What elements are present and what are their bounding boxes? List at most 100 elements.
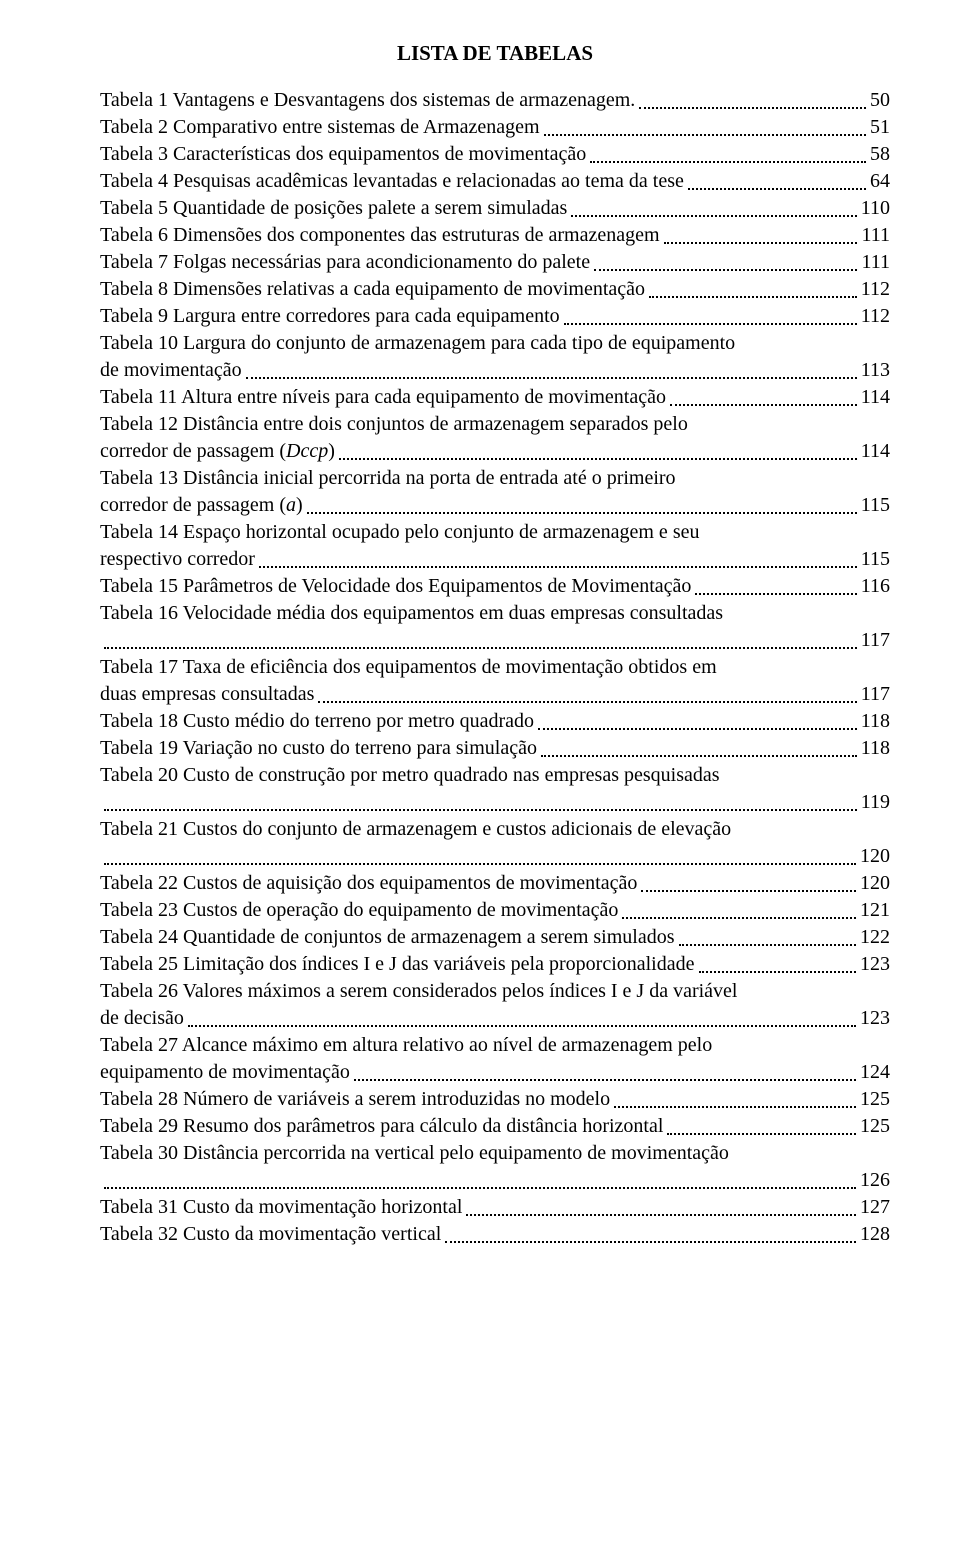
- toc-entry-label: de movimentação: [100, 358, 242, 383]
- toc-leader-dots: [688, 170, 866, 190]
- toc-entry-page: 117: [861, 628, 890, 653]
- toc-entry: Tabela 13 Distância inicial percorrida n…: [100, 466, 890, 491]
- toc-leader-dots: [649, 278, 857, 298]
- toc-entry-page: 123: [860, 952, 890, 977]
- toc-entry-label: Tabela 3 Características dos equipamento…: [100, 142, 586, 167]
- toc-leader-dots: [670, 386, 857, 406]
- toc-entry: Tabela 19 Variação no custo do terreno p…: [100, 736, 890, 761]
- toc-entry: Tabela 5 Quantidade de posições palete a…: [100, 196, 890, 221]
- toc-entry: Tabela 32 Custo da movimentação vertical…: [100, 1222, 890, 1247]
- toc-entry-label: Tabela 27 Alcance máximo em altura relat…: [100, 1033, 712, 1058]
- toc-entry: Tabela 30 Distância percorrida na vertic…: [100, 1141, 890, 1166]
- toc-entry: Tabela 22 Custos de aquisição dos equipa…: [100, 871, 890, 896]
- toc-entry-label: equipamento de movimentação: [100, 1060, 350, 1085]
- toc-entry-label: Tabela 1 Vantagens e Desvantagens dos si…: [100, 88, 635, 113]
- toc-entry: Tabela 3 Características dos equipamento…: [100, 142, 890, 167]
- toc-leader-dots: [667, 1115, 856, 1135]
- toc-entry-label: Tabela 24 Quantidade de conjuntos de arm…: [100, 925, 675, 950]
- page-title: LISTA DE TABELAS: [100, 40, 890, 66]
- toc-leader-dots: [318, 683, 856, 703]
- toc-entry-page: 112: [861, 277, 890, 302]
- toc-entry-page: 126: [860, 1168, 890, 1193]
- toc-entry-page: 111: [861, 223, 890, 248]
- toc-leader-dots: [466, 1196, 856, 1216]
- toc-entry-label: Tabela 23 Custos de operação do equipame…: [100, 898, 618, 923]
- toc-entry-label: Tabela 12 Distância entre dois conjuntos…: [100, 412, 688, 437]
- toc-entry-page: 51: [870, 115, 890, 140]
- toc-entry-label: Tabela 22 Custos de aquisição dos equipa…: [100, 871, 637, 896]
- toc-entry-page: 115: [861, 547, 890, 572]
- toc-leader-dots: [571, 197, 856, 217]
- toc-entry: Tabela 29 Resumo dos parâmetros para cál…: [100, 1114, 890, 1139]
- toc-entry: 126: [100, 1168, 890, 1193]
- toc-leader-dots: [590, 143, 866, 163]
- toc-entry-page: 112: [861, 304, 890, 329]
- document-page: LISTA DE TABELAS Tabela 1 Vantagens e De…: [0, 0, 960, 1309]
- toc-entry-page: 116: [861, 574, 890, 599]
- toc-entry-label: Tabela 20 Custo de construção por metro …: [100, 763, 720, 788]
- toc-leader-dots: [104, 1169, 856, 1189]
- toc-entry: Tabela 20 Custo de construção por metro …: [100, 763, 890, 788]
- toc-entry-page: 114: [861, 439, 890, 464]
- toc-entry-page: 124: [860, 1060, 890, 1085]
- toc-entry-page: 50: [870, 88, 890, 113]
- toc-entry: Tabela 8 Dimensões relativas a cada equi…: [100, 277, 890, 302]
- toc-entry-label: Tabela 28 Número de variáveis a serem in…: [100, 1087, 610, 1112]
- toc-entry: de movimentação 113: [100, 358, 890, 383]
- toc-entry-label: Tabela 13 Distância inicial percorrida n…: [100, 466, 676, 491]
- toc-entry-page: 58: [870, 142, 890, 167]
- toc-entry: Tabela 15 Parâmetros de Velocidade dos E…: [100, 574, 890, 599]
- table-of-contents: Tabela 1 Vantagens e Desvantagens dos si…: [100, 88, 890, 1247]
- toc-entry: Tabela 23 Custos de operação do equipame…: [100, 898, 890, 923]
- toc-entry-label: Tabela 9 Largura entre corredores para c…: [100, 304, 560, 329]
- toc-entry: Tabela 21 Custos do conjunto de armazena…: [100, 817, 890, 842]
- toc-entry-label: Tabela 5 Quantidade de posições palete a…: [100, 196, 567, 221]
- toc-entry-page: 64: [870, 169, 890, 194]
- toc-entry-page: 117: [861, 682, 890, 707]
- toc-leader-dots: [339, 440, 857, 460]
- toc-entry: Tabela 10 Largura do conjunto de armazen…: [100, 331, 890, 356]
- toc-entry-label: corredor de passagem (Dccp): [100, 439, 335, 464]
- toc-leader-dots: [188, 1007, 856, 1027]
- toc-leader-dots: [307, 494, 857, 514]
- toc-entry: respectivo corredor115: [100, 547, 890, 572]
- toc-entry-page: 113: [861, 358, 890, 383]
- toc-entry-label: corredor de passagem (a): [100, 493, 303, 518]
- toc-entry-label: Tabela 17 Taxa de eficiência dos equipam…: [100, 655, 717, 680]
- toc-leader-dots: [354, 1061, 856, 1081]
- toc-leader-dots: [104, 629, 857, 649]
- toc-leader-dots: [699, 953, 857, 973]
- toc-entry-label: Tabela 14 Espaço horizontal ocupado pelo…: [100, 520, 699, 545]
- toc-leader-dots: [104, 845, 856, 865]
- toc-entry-page: 111: [861, 250, 890, 275]
- toc-entry-label: Tabela 7 Folgas necessárias para acondic…: [100, 250, 590, 275]
- toc-entry-label: Tabela 30 Distância percorrida na vertic…: [100, 1141, 729, 1166]
- toc-entry-page: 119: [861, 790, 890, 815]
- toc-entry-label: Tabela 4 Pesquisas acadêmicas levantadas…: [100, 169, 684, 194]
- toc-entry-label: Tabela 16 Velocidade média dos equipamen…: [100, 601, 723, 626]
- toc-leader-dots: [541, 737, 857, 757]
- toc-entry: 117: [100, 628, 890, 653]
- toc-entry-label: de decisão: [100, 1006, 184, 1031]
- toc-entry: Tabela 6 Dimensões dos componentes das e…: [100, 223, 890, 248]
- toc-entry-label: Tabela 6 Dimensões dos componentes das e…: [100, 223, 660, 248]
- toc-entry: 119: [100, 790, 890, 815]
- toc-entry-label: Tabela 29 Resumo dos parâmetros para cál…: [100, 1114, 663, 1139]
- toc-entry: Tabela 9 Largura entre corredores para c…: [100, 304, 890, 329]
- toc-entry: Tabela 28 Número de variáveis a serem in…: [100, 1087, 890, 1112]
- toc-entry-label: Tabela 2 Comparativo entre sistemas de A…: [100, 115, 540, 140]
- toc-entry: Tabela 12 Distância entre dois conjuntos…: [100, 412, 890, 437]
- toc-entry: Tabela 1 Vantagens e Desvantagens dos si…: [100, 88, 890, 113]
- toc-entry-page: 118: [861, 736, 890, 761]
- toc-entry: Tabela 24 Quantidade de conjuntos de arm…: [100, 925, 890, 950]
- toc-entry-label: Tabela 10 Largura do conjunto de armazen…: [100, 331, 735, 356]
- toc-entry: equipamento de movimentação 124: [100, 1060, 890, 1085]
- toc-leader-dots: [664, 224, 858, 244]
- toc-entry-label: Tabela 8 Dimensões relativas a cada equi…: [100, 277, 645, 302]
- toc-leader-dots: [259, 548, 857, 568]
- toc-entry-page: 125: [860, 1087, 890, 1112]
- toc-entry-label: Tabela 25 Limitação dos índices I e J da…: [100, 952, 695, 977]
- toc-leader-dots: [544, 116, 866, 136]
- toc-leader-dots: [639, 89, 866, 109]
- toc-entry: Tabela 17 Taxa de eficiência dos equipam…: [100, 655, 890, 680]
